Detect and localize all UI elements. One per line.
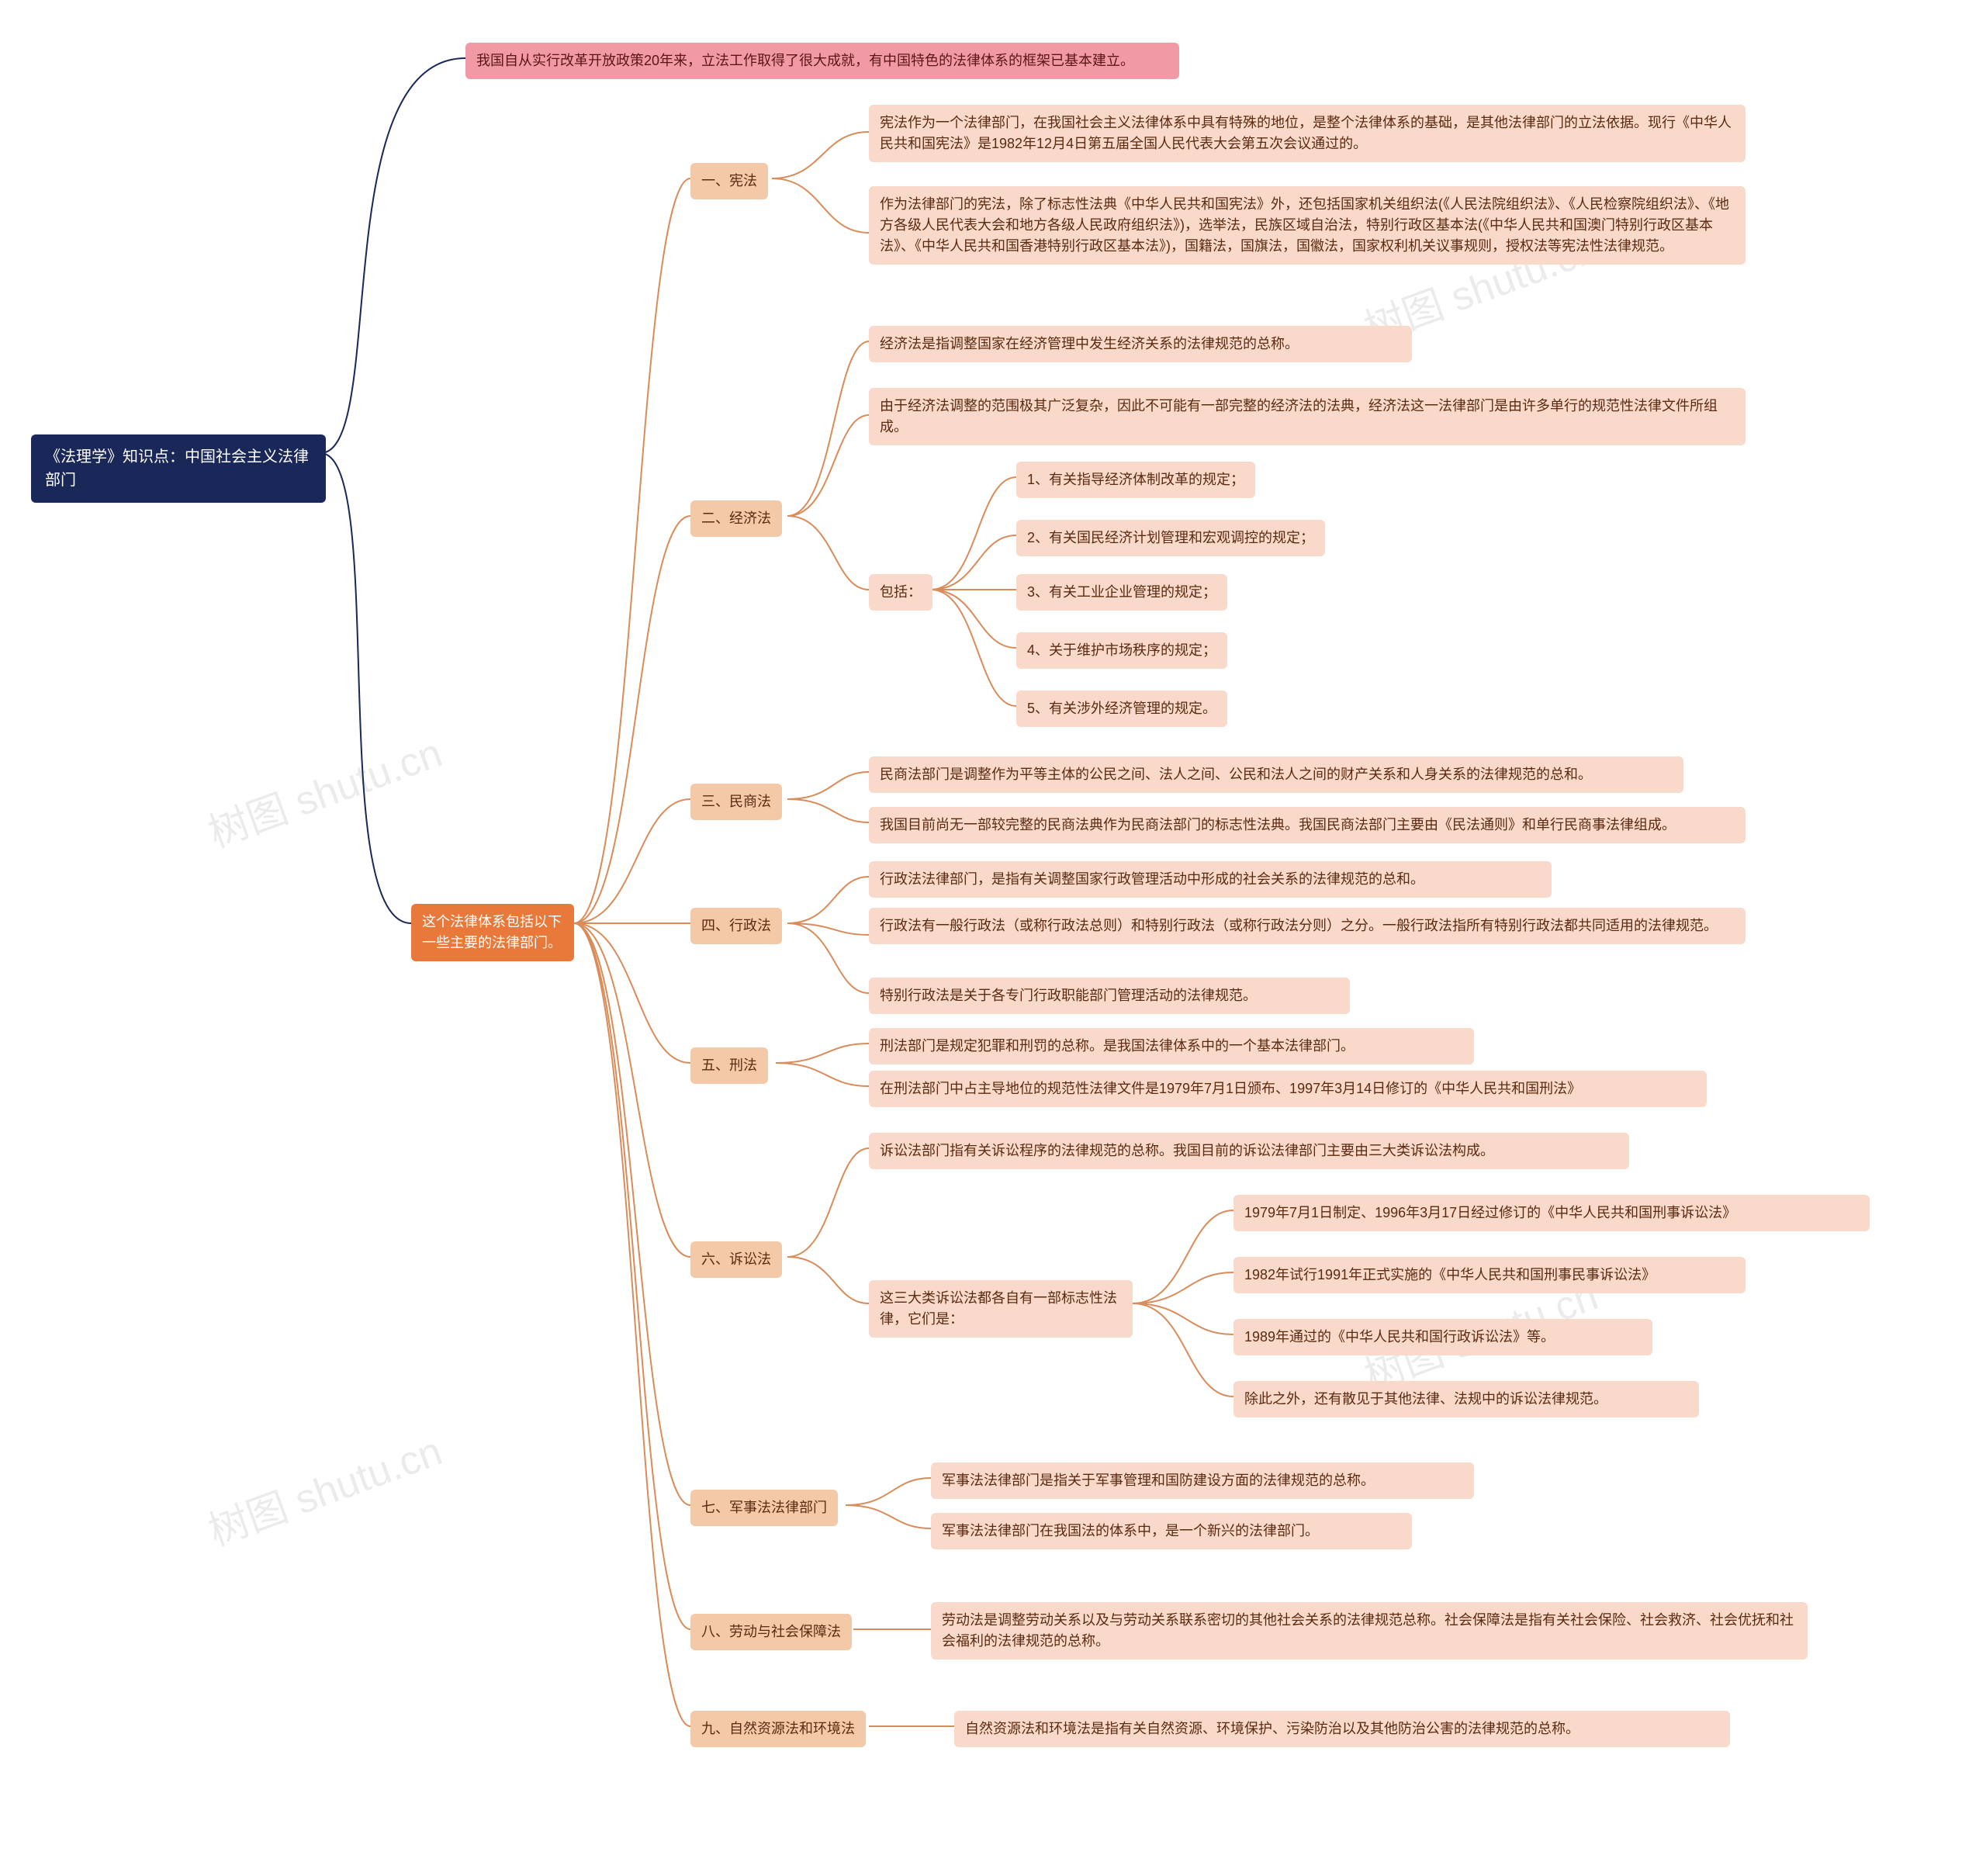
criminal-item-1: 刑法部门是规定犯罪和刑罚的总称。是我国法律体系中的一个基本法律部门。 [869, 1028, 1474, 1064]
departments-hub: 这个法律体系包括以下一些主要的法律部门。 [411, 904, 574, 961]
procedural-sub-3: 1989年通过的《中华人民共和国行政诉讼法》等。 [1233, 1319, 1652, 1355]
section-natural-env: 九、自然资源法和环境法 [690, 1711, 866, 1747]
natural-env-item-1: 自然资源法和环境法是指有关自然资源、环境保护、污染防治以及其他防治公害的法律规范… [954, 1711, 1730, 1747]
economic-item-2: 由于经济法调整的范围极其广泛复杂，因此不可能有一部完整的经济法的法典，经济法这一… [869, 388, 1746, 445]
civil-item-1: 民商法部门是调整作为平等主体的公民之间、法人之间、公民和法人之间的财产关系和人身… [869, 756, 1683, 793]
watermark: 树图 shutu.cn [199, 1418, 449, 1556]
watermark: 树图 shutu.cn [199, 720, 449, 858]
section-economic-law: 二、经济法 [690, 500, 782, 537]
section-procedural: 六、诉讼法 [690, 1241, 782, 1278]
constitution-item-1: 宪法作为一个法律部门，在我国社会主义法律体系中具有特殊的地位，是整个法律体系的基… [869, 105, 1746, 162]
economic-sub-3: 3、有关工业企业管理的规定； [1016, 574, 1227, 611]
admin-item-1: 行政法法律部门，是指有关调整国家行政管理活动中形成的社会关系的法律规范的总和。 [869, 861, 1552, 898]
constitution-item-2: 作为法律部门的宪法，除了标志性法典《中华人民共和国宪法》外，还包括国家机关组织法… [869, 186, 1746, 265]
economic-sub-1: 1、有关指导经济体制改革的规定； [1016, 462, 1255, 498]
section-criminal: 五、刑法 [690, 1047, 768, 1084]
economic-sub-2: 2、有关国民经济计划管理和宏观调控的规定； [1016, 520, 1325, 556]
procedural-item-1: 诉讼法部门指有关诉讼程序的法律规范的总称。我国目前的诉讼法律部门主要由三大类诉讼… [869, 1133, 1629, 1169]
military-item-1: 军事法法律部门是指关于军事管理和国防建设方面的法律规范的总称。 [931, 1462, 1474, 1499]
economic-includes-label: 包括： [869, 574, 932, 611]
section-administrative: 四、行政法 [690, 908, 782, 944]
section-civil-commercial: 三、民商法 [690, 784, 782, 820]
procedural-sub-1: 1979年7月1日制定、1996年3月17日经过修订的《中华人民共和国刑事诉讼法… [1233, 1195, 1870, 1231]
procedural-sub-2: 1982年试行1991年正式实施的《中华人民共和国刑事民事诉讼法》 [1233, 1257, 1746, 1293]
economic-item-1: 经济法是指调整国家在经济管理中发生经济关系的法律规范的总称。 [869, 326, 1412, 362]
procedural-sub-4: 除此之外，还有散见于其他法律、法规中的诉讼法律规范。 [1233, 1381, 1699, 1417]
admin-item-3: 特别行政法是关于各专门行政职能部门管理活动的法律规范。 [869, 978, 1350, 1014]
intro-statement: 我国自从实行改革开放政策20年来，立法工作取得了很大成就，有中国特色的法律体系的… [465, 43, 1179, 79]
criminal-item-2: 在刑法部门中占主导地位的规范性法律文件是1979年7月1日颁布、1997年3月1… [869, 1071, 1707, 1107]
section-constitution: 一、宪法 [690, 163, 768, 199]
root-node: 《法理学》知识点：中国社会主义法律部门 [31, 434, 326, 503]
military-item-2: 军事法法律部门在我国法的体系中，是一个新兴的法律部门。 [931, 1513, 1412, 1549]
procedural-three-types-label: 这三大类诉讼法都各自有一部标志性法律，它们是： [869, 1280, 1133, 1338]
civil-item-2: 我国目前尚无一部较完整的民商法典作为民商法部门的标志性法典。我国民商法部门主要由… [869, 807, 1746, 843]
economic-sub-4: 4、关于维护市场秩序的规定； [1016, 632, 1227, 669]
admin-item-2: 行政法有一般行政法（或称行政法总则）和特别行政法（或称行政法分则）之分。一般行政… [869, 908, 1746, 944]
section-military: 七、军事法法律部门 [690, 1490, 838, 1526]
economic-sub-5: 5、有关涉外经济管理的规定。 [1016, 691, 1227, 727]
labor-item-1: 劳动法是调整劳动关系以及与劳动关系联系密切的其他社会关系的法律规范总称。社会保障… [931, 1602, 1808, 1660]
section-labor-social: 八、劳动与社会保障法 [690, 1614, 852, 1650]
